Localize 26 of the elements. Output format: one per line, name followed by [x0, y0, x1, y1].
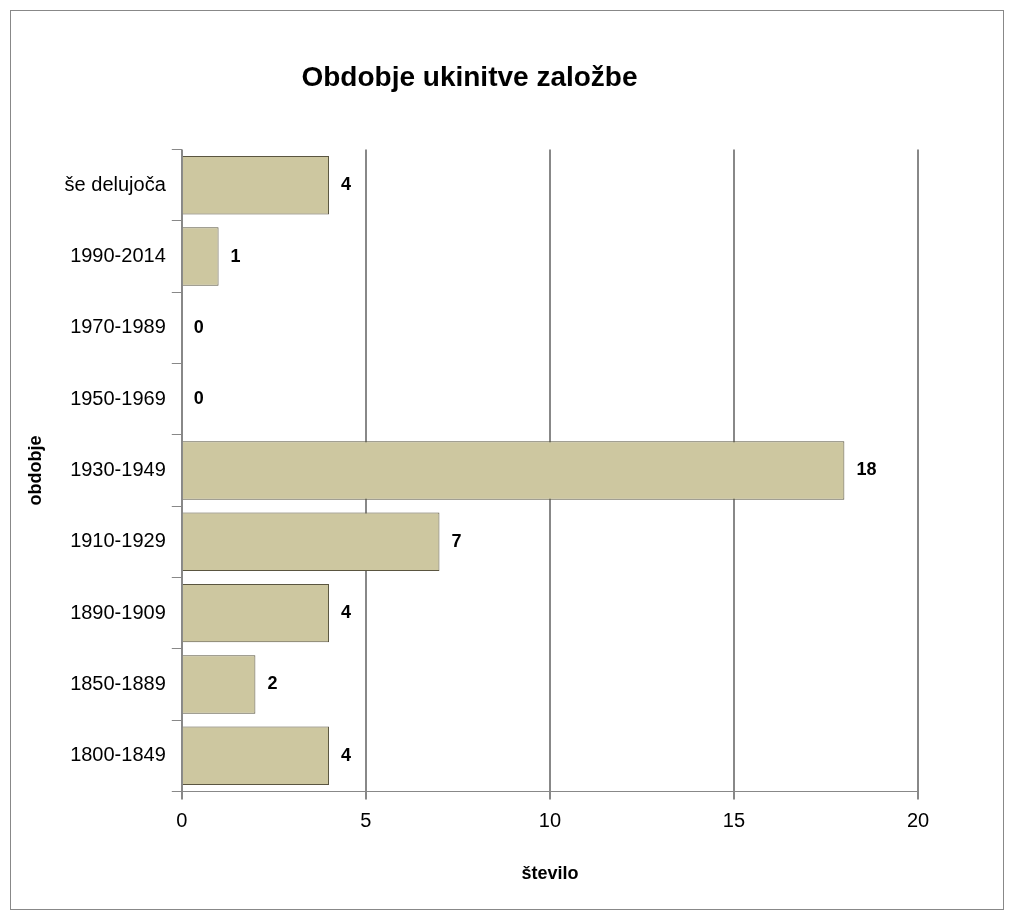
- y-tick-label: 1990-2014: [70, 244, 166, 267]
- data-label: 1: [230, 245, 241, 266]
- y-tick-label: 1910-1929: [70, 529, 166, 552]
- data-label: 0: [193, 388, 204, 409]
- y-tick-label: 1930-1949: [70, 458, 166, 481]
- y-tick-label: 1950-1969: [70, 386, 166, 409]
- data-label: 0: [193, 316, 204, 337]
- y-tick-label: 1850-1889: [70, 671, 166, 694]
- x-tick-label: 10: [538, 808, 562, 831]
- data-label: 4: [341, 602, 352, 623]
- x-tick-label: 0: [176, 808, 188, 831]
- y-tick-label: še delujoča: [64, 172, 167, 195]
- data-label: 7: [451, 530, 462, 551]
- data-label: 4: [341, 744, 352, 765]
- x-tick-label: 20: [906, 808, 930, 831]
- x-tick-label: 15: [722, 808, 746, 831]
- data-label: 18: [856, 459, 877, 480]
- chart-title: Obdobje ukinitve založbe: [301, 60, 638, 92]
- data-label: 4: [341, 174, 352, 195]
- y-axis-title: obdobje: [24, 435, 45, 506]
- y-tick-label: 1970-1989: [70, 315, 166, 338]
- y-tick-label: 1890-1909: [70, 600, 166, 623]
- x-axis-title: število: [521, 863, 579, 884]
- data-label: 2: [267, 673, 278, 694]
- y-tick-label: 1800-1849: [70, 743, 166, 766]
- x-tick-label: 5: [360, 808, 372, 831]
